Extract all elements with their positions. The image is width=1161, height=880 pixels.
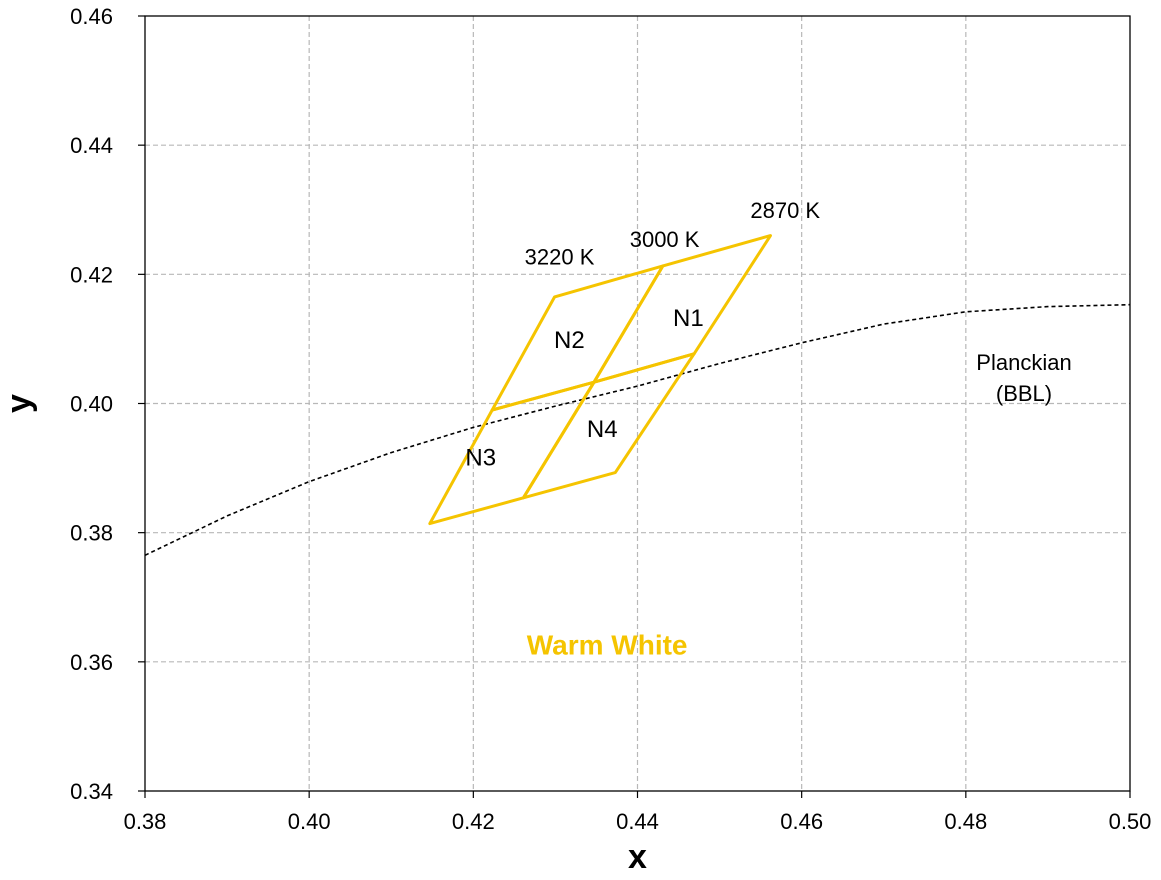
plot-area-frame	[144, 15, 1131, 792]
x-tick-label: 0.46	[780, 809, 823, 834]
cct-label: 2870 K	[750, 198, 820, 223]
bin-n3-label: N3	[465, 444, 496, 471]
y-tick-label: 0.40	[70, 392, 113, 417]
axis-ticks	[138, 15, 1131, 798]
cct-label: 3000 K	[630, 227, 700, 252]
y-tick-label: 0.44	[70, 133, 113, 158]
planckian-curve-group	[144, 303, 1131, 557]
x-tick-label: 0.42	[452, 809, 495, 834]
y-tick-label: 0.38	[70, 521, 113, 546]
warm-white-label: Warm White	[527, 629, 688, 660]
planckian-label-line: Planckian	[976, 350, 1071, 375]
planckian-label: Planckian (BBL)	[976, 350, 1071, 406]
y-axis-title: y	[0, 394, 38, 413]
y-tick-label: 0.36	[70, 650, 113, 675]
bin-n1-label: N1	[673, 305, 704, 332]
grid-lines	[145, 16, 1130, 791]
y-tick-label: 0.46	[70, 4, 113, 29]
planckian-label-line: (BBL)	[996, 381, 1052, 406]
bin-n4-label: N4	[587, 416, 618, 443]
x-tick-label: 0.40	[288, 809, 331, 834]
x-tick-label: 0.38	[124, 809, 167, 834]
y-tick-label: 0.34	[70, 779, 113, 804]
chart-labels: 0.38 0.40 0.42 0.44 0.46 0.48 0.50 0.34 0.36 0.38…	[70, 4, 1151, 834]
x-tick-label: 0.50	[1109, 809, 1152, 834]
planckian-curve	[144, 303, 1131, 557]
bin-n4-outline	[521, 352, 696, 500]
y-tick-label: 0.42	[70, 262, 113, 287]
bin-n2-label: N2	[554, 327, 585, 354]
x-tick-label: 0.44	[616, 809, 659, 834]
x-axis-title: x	[628, 838, 647, 876]
warm-white-bins	[428, 234, 772, 526]
cct-label: 3220 K	[525, 244, 595, 269]
x-tick-label: 0.48	[944, 809, 987, 834]
